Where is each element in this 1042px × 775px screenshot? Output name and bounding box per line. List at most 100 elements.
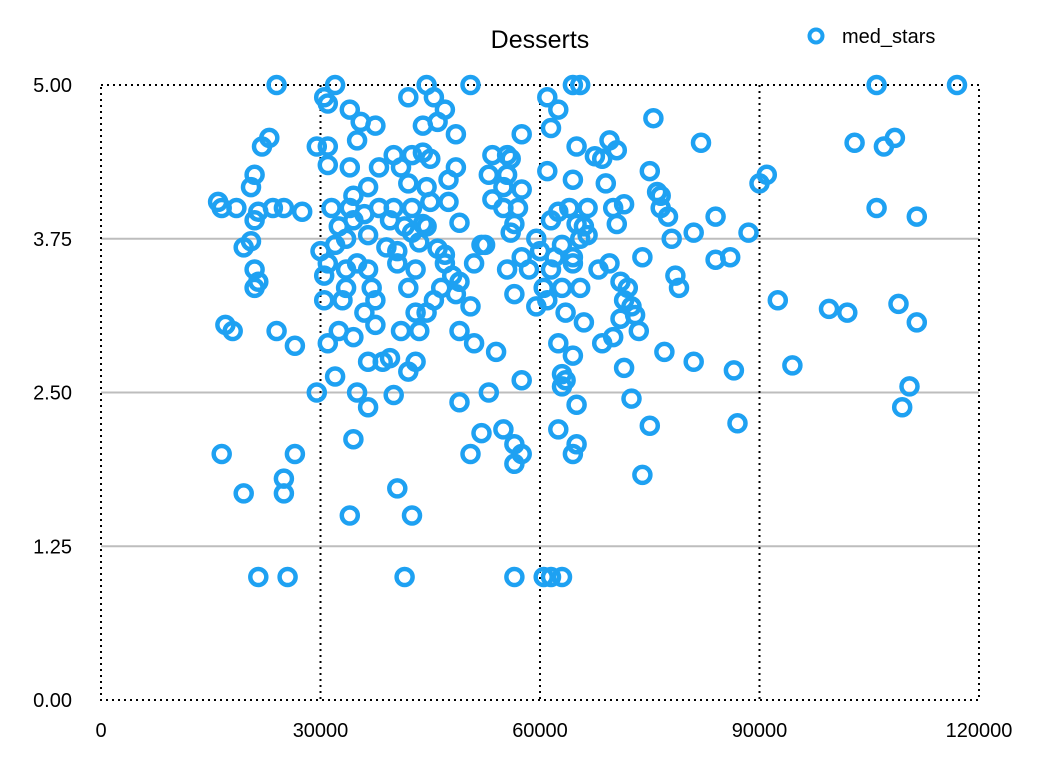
data-point [540,259,562,280]
data-point [273,197,295,219]
data-point [643,107,664,129]
y-tick-label: 1.25 [33,536,72,558]
data-point [588,259,609,280]
data-point [837,302,858,323]
data-point [537,290,558,311]
data-point [376,237,397,258]
data-point [357,224,379,246]
data-point [884,127,906,149]
data-point [317,136,339,157]
data-point [346,130,368,151]
data-point [548,419,569,440]
data-point [244,210,265,231]
data-point [416,302,437,323]
data-point [946,74,968,96]
data-point [248,566,269,588]
data-point [683,222,704,243]
data-point [438,169,459,190]
y-axis-ticks: 0.00 1.25 2.50 3.75 5.00 [33,75,72,712]
data-point [632,464,653,486]
data-point [313,290,335,311]
data-point [891,397,913,418]
x-tick-label: 30000 [293,720,349,742]
data-point [496,259,518,280]
data-point [445,283,467,305]
data-point [668,277,690,299]
data-point [449,320,470,342]
data-point [449,212,470,234]
data-point [617,277,639,299]
data-point [705,206,726,227]
data-point [423,87,445,108]
data-point [577,197,598,219]
data-point [405,259,426,280]
data-point [244,164,265,186]
data-point [211,443,232,465]
data-point [595,173,617,194]
data-point [354,302,375,323]
x-tick-label: 90000 [732,720,788,742]
data-point [460,74,481,96]
x-axis-ticks: 0 30000 60000 90000 120000 [95,720,1012,742]
data-point [346,382,368,403]
data-point [398,87,419,108]
data-point [398,361,419,382]
data-point [306,382,328,403]
data-point [899,376,920,397]
data-point [566,136,587,157]
plot-border [100,84,980,701]
data-point [409,320,430,342]
data-point [606,139,628,161]
data-point [738,222,759,243]
y-tick-label: 5.00 [33,75,72,97]
data-point [719,246,741,268]
data-point [222,320,243,342]
data-point [313,265,335,286]
data-point [445,123,467,145]
data-point [504,283,525,305]
data-point [577,224,598,246]
data-point [335,228,357,250]
data-point [478,164,500,186]
data-point [262,197,284,219]
data-point [606,213,628,235]
data-point [357,397,379,418]
data-point [398,277,419,299]
data-point [478,382,500,403]
data-point [343,428,364,450]
data-point [602,326,624,348]
data-point [591,148,613,170]
data-point [401,144,423,166]
data-point [654,341,675,363]
data-point [317,333,339,354]
data-point [357,259,379,280]
data-point [449,271,470,293]
data-point [332,290,353,311]
data-point [365,314,386,336]
data-point [551,566,573,588]
data-point [357,176,379,198]
data-point [244,259,265,280]
data-point [683,351,704,373]
x-tick-label: 60000 [512,720,568,742]
data-point [335,277,357,299]
legend-label-med-stars: med_stars [842,26,935,48]
data-point [365,115,386,136]
data-point [409,232,430,253]
data-point [504,566,525,588]
data-point [526,228,547,250]
data-point [562,169,584,190]
data-point [818,298,840,320]
data-point [551,376,573,397]
data-point [401,505,423,526]
data-point [361,277,382,299]
data-point [566,433,587,455]
data-point [434,244,456,265]
data-point [540,210,562,231]
data-point [650,185,671,206]
data-point [727,413,748,434]
data-point [438,191,459,213]
data-point [782,355,803,376]
